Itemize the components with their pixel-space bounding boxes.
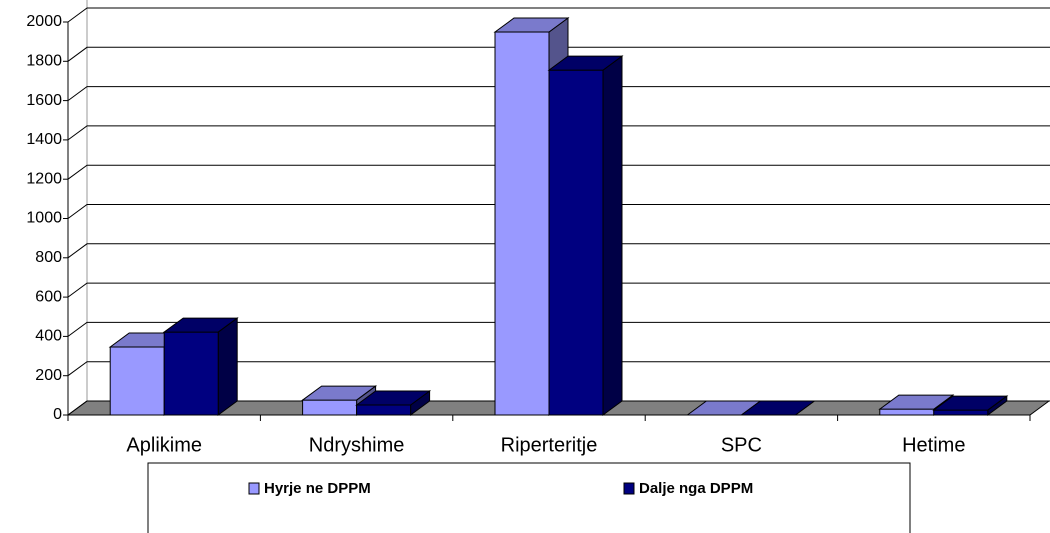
bar-front <box>356 404 412 416</box>
bar <box>739 400 816 416</box>
y-tick-label: 1200 <box>26 170 62 187</box>
grid-line <box>67 86 1050 102</box>
bar-side <box>602 55 623 416</box>
bar-top <box>932 395 1009 411</box>
grid-line <box>67 243 1050 259</box>
bar-top <box>355 390 432 406</box>
bar-top <box>301 385 378 401</box>
bar-top <box>547 55 624 71</box>
y-tick-label: 2000 <box>26 13 62 30</box>
y-tick-label: 800 <box>35 249 62 266</box>
x-tick-label: Riperteritje <box>501 434 598 456</box>
y-tick-label: 1800 <box>26 53 62 70</box>
bar-front <box>548 69 604 416</box>
legend-swatch <box>248 482 260 495</box>
bar-front <box>933 409 989 416</box>
legend-swatch <box>623 482 635 495</box>
grid-line <box>67 7 1050 23</box>
grid-line <box>67 282 1050 298</box>
bar-top <box>739 400 816 416</box>
grid-line <box>67 321 1050 337</box>
bar <box>162 317 239 416</box>
bar-front <box>879 408 935 416</box>
y-tick-label: 600 <box>35 288 62 305</box>
legend-label: Dalje nga DPPM <box>639 480 753 497</box>
y-tick-label: 1400 <box>26 131 62 148</box>
legend-label: Hyrje ne DPPM <box>264 480 371 497</box>
y-tick-label: 200 <box>35 367 62 384</box>
bar-top <box>878 394 955 410</box>
bar <box>547 55 624 416</box>
y-tick-label: 1000 <box>26 210 62 227</box>
bar-top <box>493 17 570 33</box>
bar-front <box>109 346 165 416</box>
grid-line <box>67 164 1050 180</box>
y-tick-label: 1600 <box>26 92 62 109</box>
bar <box>355 389 432 416</box>
grid-line <box>67 46 1050 62</box>
x-tick-label: Hetime <box>902 434 965 456</box>
grid-line <box>67 125 1050 141</box>
y-tick-label: 400 <box>35 328 62 345</box>
grid-line <box>67 361 1050 377</box>
x-tick-label: Aplikime <box>126 434 202 456</box>
x-tick-label: SPC <box>721 434 762 456</box>
grid-line <box>67 204 1050 219</box>
x-tick-label: Ndryshime <box>309 434 405 456</box>
y-tick-label: 0 <box>53 406 62 423</box>
bar-front <box>302 399 358 416</box>
bar-front <box>494 31 550 416</box>
legend: Hyrje ne DPPM Dalje nga DPPM <box>147 462 911 533</box>
bar <box>932 395 1009 416</box>
bar-side <box>217 317 238 416</box>
bar-front <box>163 331 219 416</box>
bar-top <box>162 317 239 333</box>
legend-frame <box>147 462 911 533</box>
